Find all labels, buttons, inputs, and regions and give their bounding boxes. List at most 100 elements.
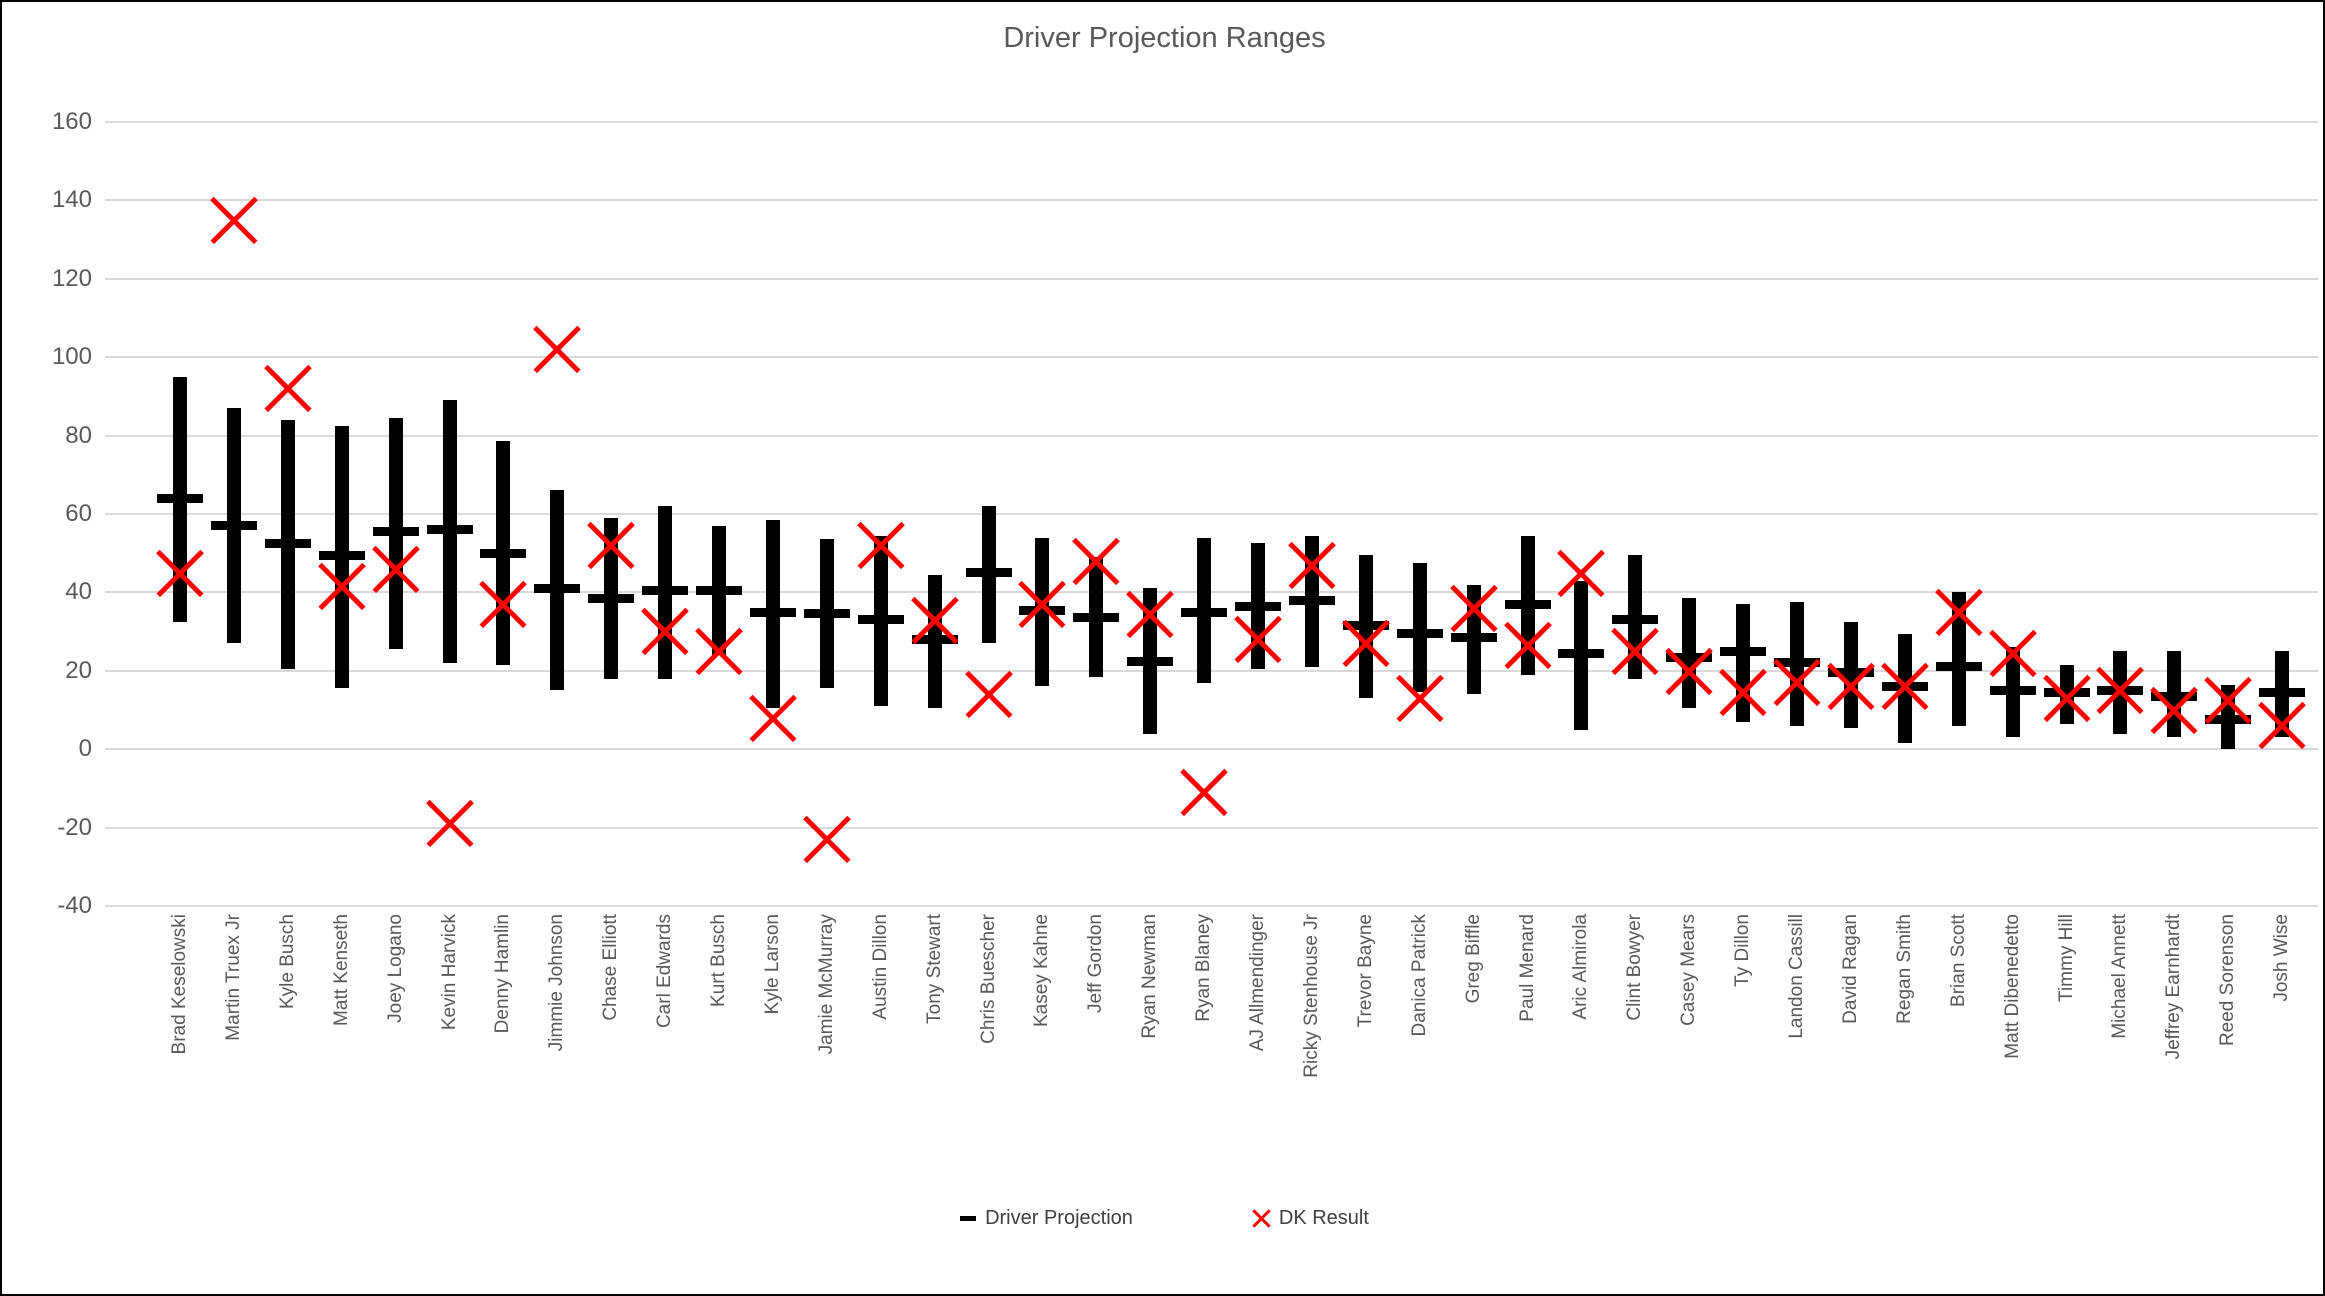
x-axis-label: Landon Cassill bbox=[1783, 914, 1811, 1039]
dk-result-x-marker bbox=[1074, 539, 1118, 583]
x-axis-label: Matt Dibenedetto bbox=[1999, 914, 2027, 1059]
dk-result-x-marker bbox=[1613, 629, 1657, 673]
x-axis-label-text: Jimmie Johnson bbox=[546, 914, 568, 1052]
dk-result-x-marker bbox=[1667, 649, 1711, 693]
x-axis-label: Jamie McMurray bbox=[813, 914, 841, 1054]
projection-tick bbox=[696, 585, 742, 595]
dk-result-x-marker bbox=[2045, 676, 2089, 720]
dk-result-x-marker bbox=[1775, 661, 1819, 705]
x-axis-label: Josh Wise bbox=[2268, 914, 2296, 1002]
x-axis-label: Brian Scott bbox=[1945, 914, 1973, 1007]
projection-tick bbox=[642, 585, 689, 595]
y-axis-tick-label: 60 bbox=[65, 500, 92, 527]
x-axis-label: Clint Bowyer bbox=[1621, 914, 1649, 1021]
x-axis-label-text: Michael Annett bbox=[2109, 914, 2131, 1039]
x-axis-label-text: Kyle Busch bbox=[276, 914, 298, 1010]
x-axis-label: Brad Keselowski bbox=[166, 914, 194, 1054]
x-axis-label: Paul Menard bbox=[1514, 914, 1542, 1022]
projection-tick bbox=[318, 550, 365, 560]
x-axis-label: Timmy Hill bbox=[2053, 914, 2081, 1002]
projection-tick bbox=[588, 593, 635, 603]
x-axis-label-text: Kevin Harvick bbox=[438, 914, 460, 1031]
x-axis-label-text: Jamie McMurray bbox=[815, 914, 837, 1055]
x-axis-label: Ryan Newman bbox=[1136, 914, 1164, 1039]
dk-result-x-marker bbox=[1937, 590, 1981, 634]
dk-result-x-marker bbox=[158, 551, 202, 595]
x-axis-label: Kyle Busch bbox=[274, 914, 302, 1009]
x-axis-label: Kurt Busch bbox=[705, 914, 733, 1007]
x-axis-label-text: Kasey Kahne bbox=[1031, 914, 1053, 1028]
y-axis-tick-label: 100 bbox=[51, 343, 92, 371]
legend-label: DK Result bbox=[1278, 1207, 1369, 1229]
legend-item-driver-projection: Driver Projection bbox=[960, 1207, 1133, 1230]
gridline bbox=[105, 277, 2318, 280]
gridline bbox=[105, 199, 2318, 202]
x-axis-label: Austin Dillon bbox=[867, 914, 895, 1020]
gridline bbox=[105, 669, 2318, 672]
dk-result-x-marker bbox=[859, 523, 903, 567]
x-axis-label: Danica Patrick bbox=[1406, 914, 1434, 1037]
x-axis-label-text: Joey Logano bbox=[384, 914, 406, 1023]
dk-result-x-marker bbox=[1290, 543, 1334, 587]
x-axis-label: David Ragan bbox=[1837, 914, 1865, 1024]
projection-tick bbox=[1504, 599, 1551, 609]
projection-tick bbox=[480, 548, 527, 558]
x-axis-label: Greg Biffle bbox=[1460, 914, 1488, 1003]
projection-tick bbox=[857, 615, 904, 625]
dk-result-x-marker bbox=[2206, 678, 2250, 722]
dk-result-x-marker bbox=[374, 547, 418, 591]
x-axis-label-text: Tony Stewart bbox=[923, 914, 945, 1024]
y-axis-tick-label: -40 bbox=[57, 892, 92, 919]
x-axis-label: Matt Kenseth bbox=[328, 914, 356, 1026]
projection-tick bbox=[1989, 685, 2036, 695]
dk-result-x-marker bbox=[1506, 623, 1550, 667]
x-axis-label: Ricky Stenhouse Jr bbox=[1298, 914, 1326, 1078]
x-axis-label-text: David Ragan bbox=[1839, 914, 1861, 1024]
dk-result-x-marker bbox=[2152, 688, 2196, 732]
dk-result-x-marker bbox=[643, 610, 687, 654]
x-axis-label-text: Casey Mears bbox=[1678, 914, 1700, 1026]
dk-result-x-marker bbox=[751, 696, 795, 740]
projection-tick bbox=[1450, 632, 1497, 642]
x-axis-label-text: Ricky Stenhouse Jr bbox=[1300, 914, 1322, 1078]
x-axis-label-text: Kyle Larson bbox=[761, 914, 783, 1015]
x-axis-label-text: Timmy Hill bbox=[2055, 914, 2077, 1002]
x-axis-label: Jimmie Johnson bbox=[543, 914, 571, 1051]
x-axis-label-text: Ty Dillon bbox=[1732, 914, 1754, 987]
dk-result-x-marker bbox=[266, 367, 310, 411]
x-axis-label-text: Danica Patrick bbox=[1408, 914, 1430, 1037]
legend-item-dk-result: DK Result bbox=[1253, 1207, 1369, 1230]
projection-tick bbox=[1396, 629, 1443, 639]
dk-result-x-marker bbox=[1236, 617, 1280, 661]
projection-tick bbox=[264, 538, 311, 548]
x-axis-label-text: Landon Cassill bbox=[1786, 914, 1807, 1039]
x-axis-label: Martin Truex Jr bbox=[220, 914, 248, 1041]
legend: Driver Projection DK Result bbox=[2, 1207, 2323, 1230]
dk-result-x-marker bbox=[697, 629, 741, 673]
projection-tick bbox=[965, 568, 1012, 578]
x-axis-label-text: Carl Edwards bbox=[654, 914, 676, 1029]
dk-result-x-marker bbox=[2260, 704, 2304, 748]
dk-result-x-marker bbox=[1883, 664, 1927, 708]
gridline bbox=[105, 121, 2318, 123]
y-axis-tick-label: 40 bbox=[65, 578, 92, 606]
x-axis-label: Kyle Larson bbox=[759, 914, 787, 1014]
projection-tick bbox=[1235, 601, 1281, 611]
dk-result-x-marker bbox=[913, 598, 957, 642]
x-axis-label: Regan Smith bbox=[1891, 914, 1919, 1024]
dk-result-x-marker bbox=[535, 327, 579, 371]
dk-result-x-marker bbox=[1182, 770, 1226, 814]
gridline bbox=[105, 434, 2318, 437]
projection-tick bbox=[157, 493, 203, 503]
projection-tick bbox=[210, 521, 257, 531]
y-axis-tick-label: 80 bbox=[65, 421, 92, 449]
x-axis-label: Ty Dillon bbox=[1729, 914, 1757, 987]
legend-label: Driver Projection bbox=[985, 1207, 1133, 1229]
x-axis-label-text: Jeff Gordon bbox=[1085, 914, 1107, 1013]
x-axis-label: Joey Logano bbox=[382, 914, 410, 1023]
x-axis-label: Denny Hamlin bbox=[489, 914, 517, 1033]
x-axis-label-text: Brad Keselowski bbox=[169, 914, 190, 1055]
dk-result-x-marker bbox=[481, 582, 525, 626]
dk-result-x-marker bbox=[1991, 631, 2035, 675]
